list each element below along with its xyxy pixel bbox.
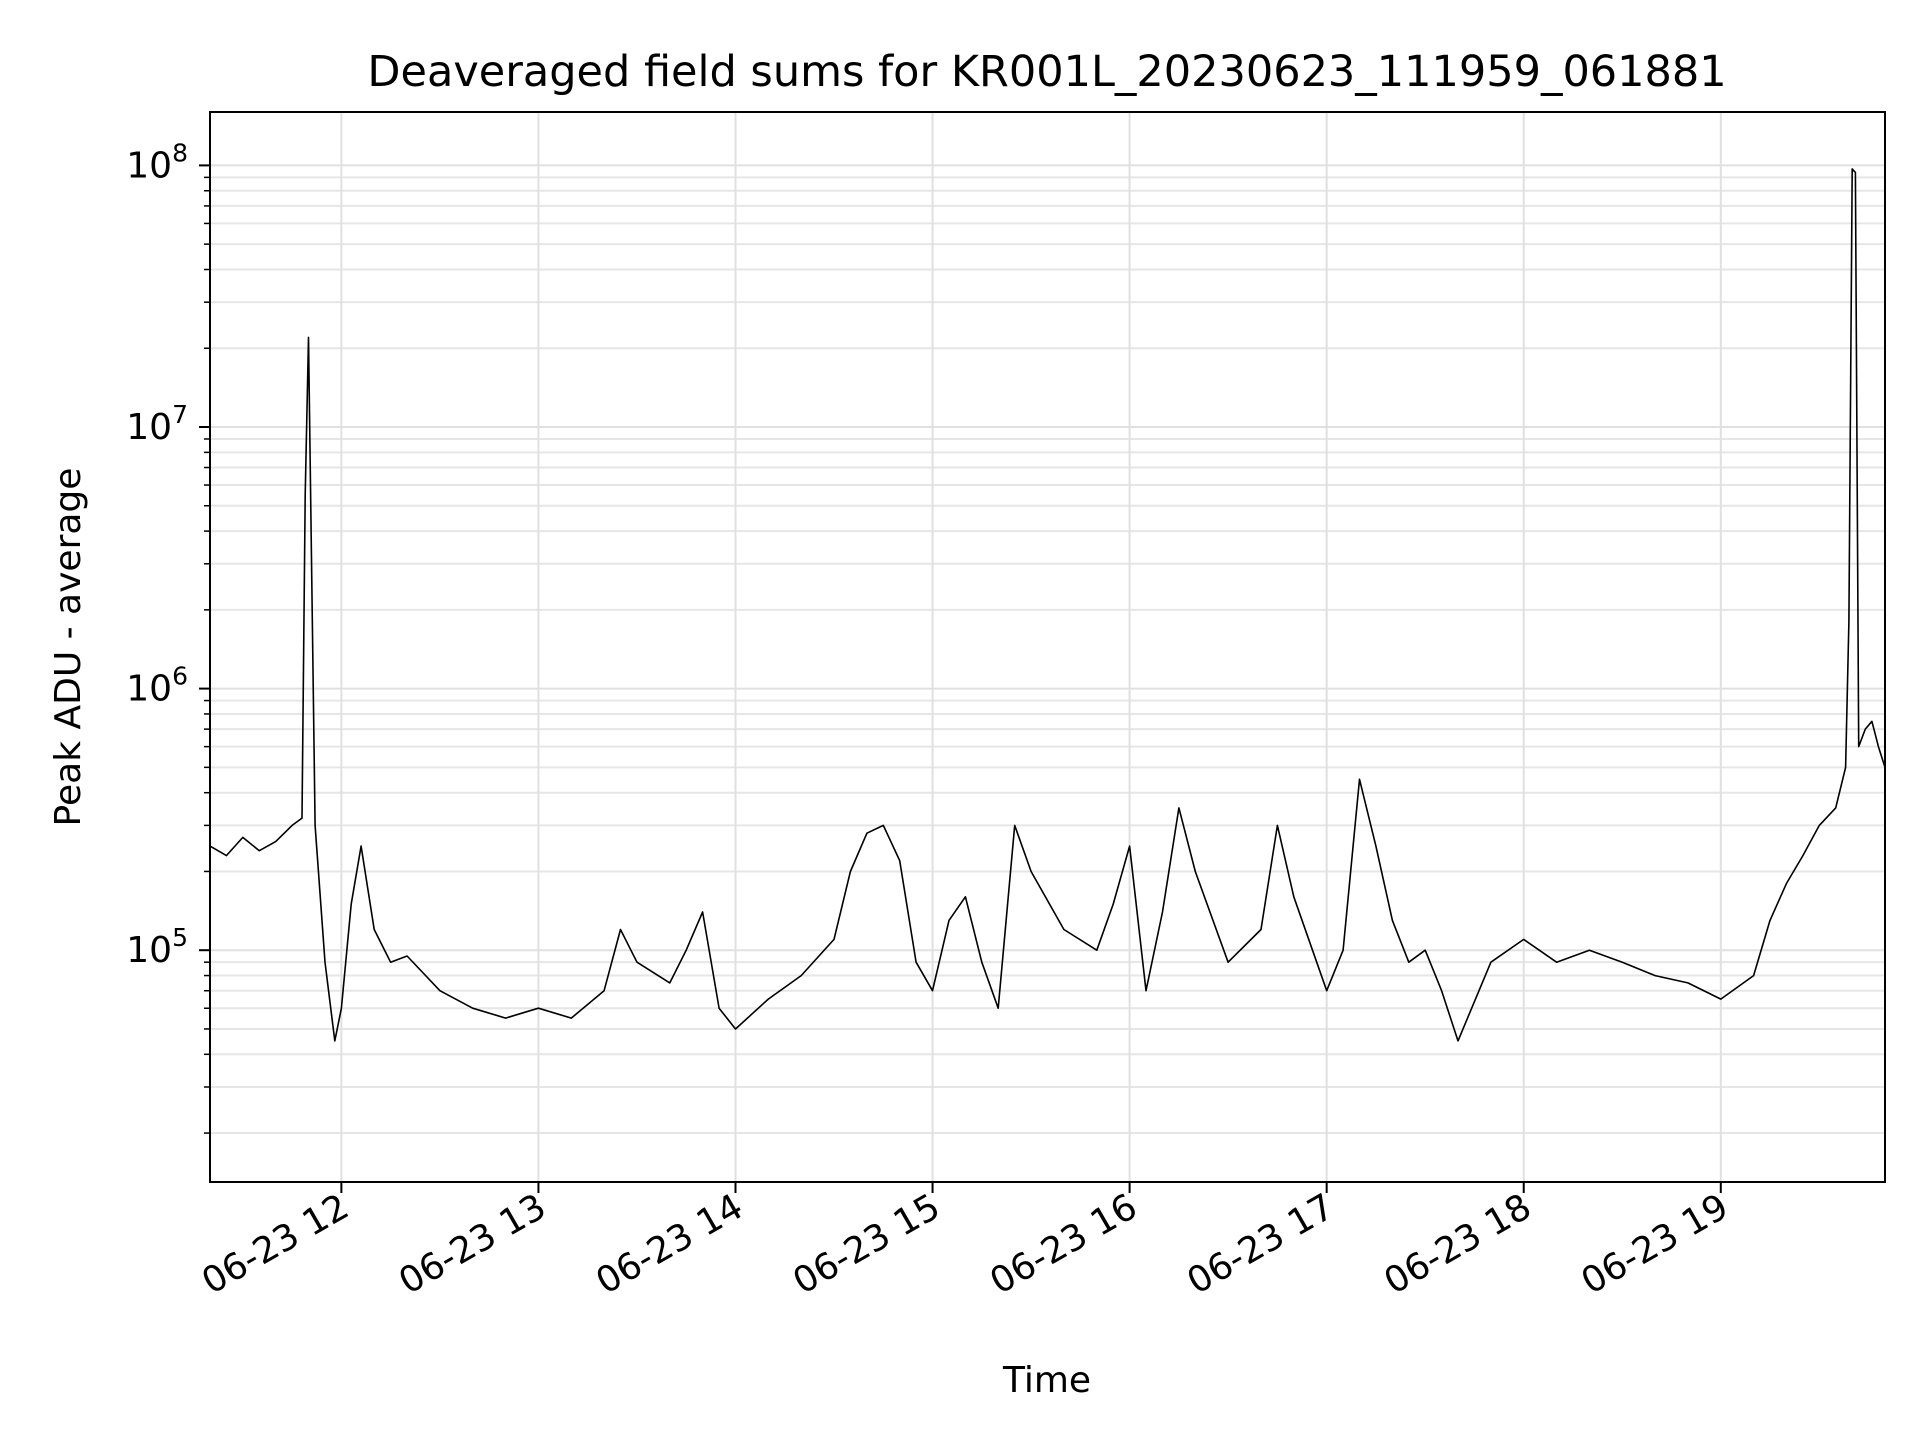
grid-lines [210, 112, 1885, 1182]
plot-area [210, 112, 1885, 1182]
series-line [209, 168, 1886, 1042]
x-axis-label: Time [1002, 1360, 1091, 1401]
chart-title: Deaveraged field sums for KR001L_2023062… [367, 47, 1726, 97]
plot-frame [209, 111, 1886, 1183]
y-tick-label: 106 [126, 662, 188, 710]
y-tick-label: 105 [126, 923, 188, 971]
y-tick-label: 107 [126, 400, 188, 448]
data-series [209, 168, 1886, 1042]
y-tick-label: 108 [126, 138, 188, 186]
y-axis-label: Peak ADU - average [48, 468, 89, 827]
